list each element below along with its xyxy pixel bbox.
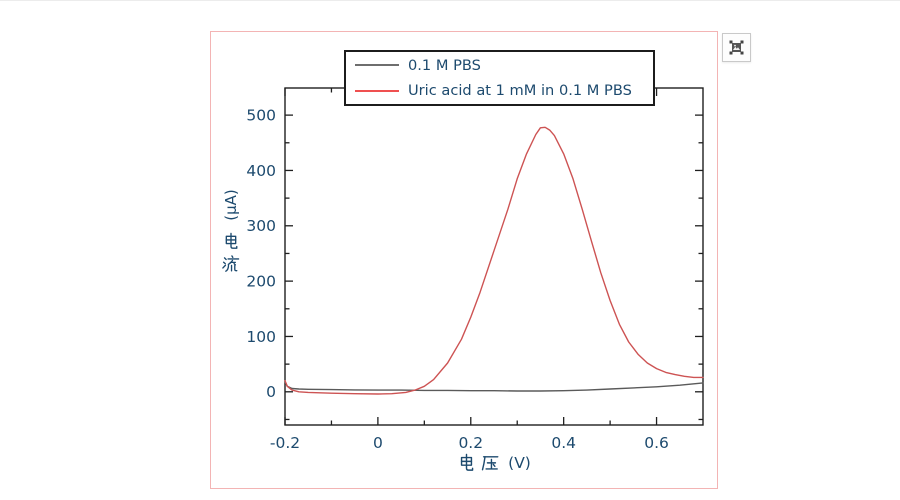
window-top-border <box>0 0 900 1</box>
x-axis-unit: (V) <box>508 453 531 472</box>
x-axis-title: (V) <box>285 453 703 472</box>
embedded-image-button[interactable] <box>722 33 751 62</box>
y-axis-title: (μA) <box>213 183 249 273</box>
legend-box: 0.1 M PBS Uric acid at 1 mM in 0.1 M PBS <box>344 50 655 106</box>
embedded-image-icon <box>729 40 744 55</box>
char-dian-glyph <box>225 232 238 249</box>
legend-entry-uric-acid: Uric acid at 1 mM in 0.1 M PBS <box>355 79 653 103</box>
legend-label-uric-acid: Uric acid at 1 mM in 0.1 M PBS <box>408 82 632 100</box>
char-dian-glyph <box>460 453 474 471</box>
legend-entry-pbs: 0.1 M PBS <box>355 53 653 77</box>
char-liu-glyph <box>222 255 240 272</box>
char-ya-glyph <box>481 456 499 471</box>
legend-line-sample-uric-acid <box>355 89 399 92</box>
y-axis-unit: (μA) <box>222 189 241 221</box>
legend-label-pbs: 0.1 M PBS <box>408 56 481 74</box>
legend-line-sample-pbs <box>355 64 399 67</box>
